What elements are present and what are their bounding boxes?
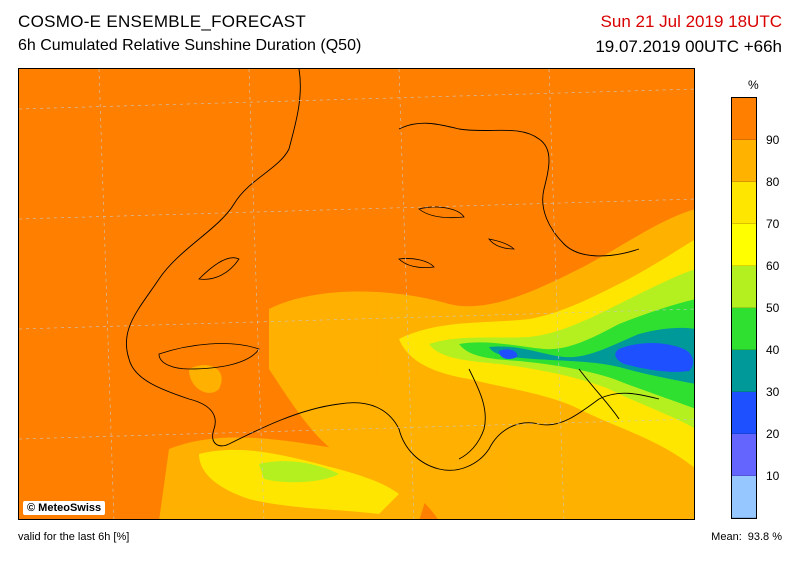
legend-cell-60-70 bbox=[732, 224, 756, 266]
valid-time: Sun 21 Jul 2019 18UTC bbox=[600, 12, 782, 31]
legend-cell-0-10 bbox=[732, 476, 756, 518]
meteoswiss-credit: © MeteoSwiss bbox=[23, 501, 106, 515]
sunshine-zones-blue bbox=[499, 343, 694, 372]
legend-cell-40-50 bbox=[732, 308, 756, 350]
legend-cell-90-100 bbox=[732, 98, 756, 140]
legend-cell-30-40 bbox=[732, 350, 756, 392]
valid-note: valid for the last 6h [%] bbox=[18, 531, 130, 543]
country-borders bbox=[125, 69, 660, 471]
legend-tick: 10 bbox=[766, 469, 780, 483]
lakes bbox=[158, 206, 515, 370]
legend-cell-20-30 bbox=[732, 392, 756, 434]
map-canvas bbox=[19, 69, 694, 519]
legend-tick: 60 bbox=[766, 259, 780, 273]
legend-tick: 20 bbox=[766, 427, 780, 441]
map-subtitle: 6h Cumulated Relative Sunshine Duration … bbox=[18, 37, 362, 54]
mean-value: 93.8 % bbox=[747, 531, 782, 543]
mean-label: Mean: bbox=[711, 531, 742, 543]
legend-tick: 30 bbox=[766, 385, 780, 399]
sunshine-zones-teal bbox=[489, 327, 694, 384]
mean-readout: Mean: 93.8 % bbox=[705, 531, 782, 543]
legend-unit: % bbox=[748, 78, 759, 92]
legend-tick: 70 bbox=[766, 217, 780, 231]
legend-cell-70-80 bbox=[732, 182, 756, 224]
legend-tick: 40 bbox=[766, 343, 780, 357]
legend-cell-10-20 bbox=[732, 434, 756, 476]
legend-cell-50-60 bbox=[732, 266, 756, 308]
color-legend: 90 80 70 60 50 40 30 20 10 bbox=[731, 97, 779, 519]
run-time: 19.07.2019 00UTC +66h bbox=[595, 37, 782, 56]
legend-tick: 90 bbox=[766, 133, 780, 147]
legend-tick: 50 bbox=[766, 301, 780, 315]
grid-lines bbox=[19, 69, 694, 519]
map-title: COSMO-E ENSEMBLE_FORECAST bbox=[18, 12, 307, 31]
legend-tick: 80 bbox=[766, 175, 780, 189]
legend-cell-80-90 bbox=[732, 140, 756, 182]
forecast-map: © MeteoSwiss bbox=[18, 68, 695, 520]
sunshine-zones-darkgreen bbox=[459, 299, 694, 409]
